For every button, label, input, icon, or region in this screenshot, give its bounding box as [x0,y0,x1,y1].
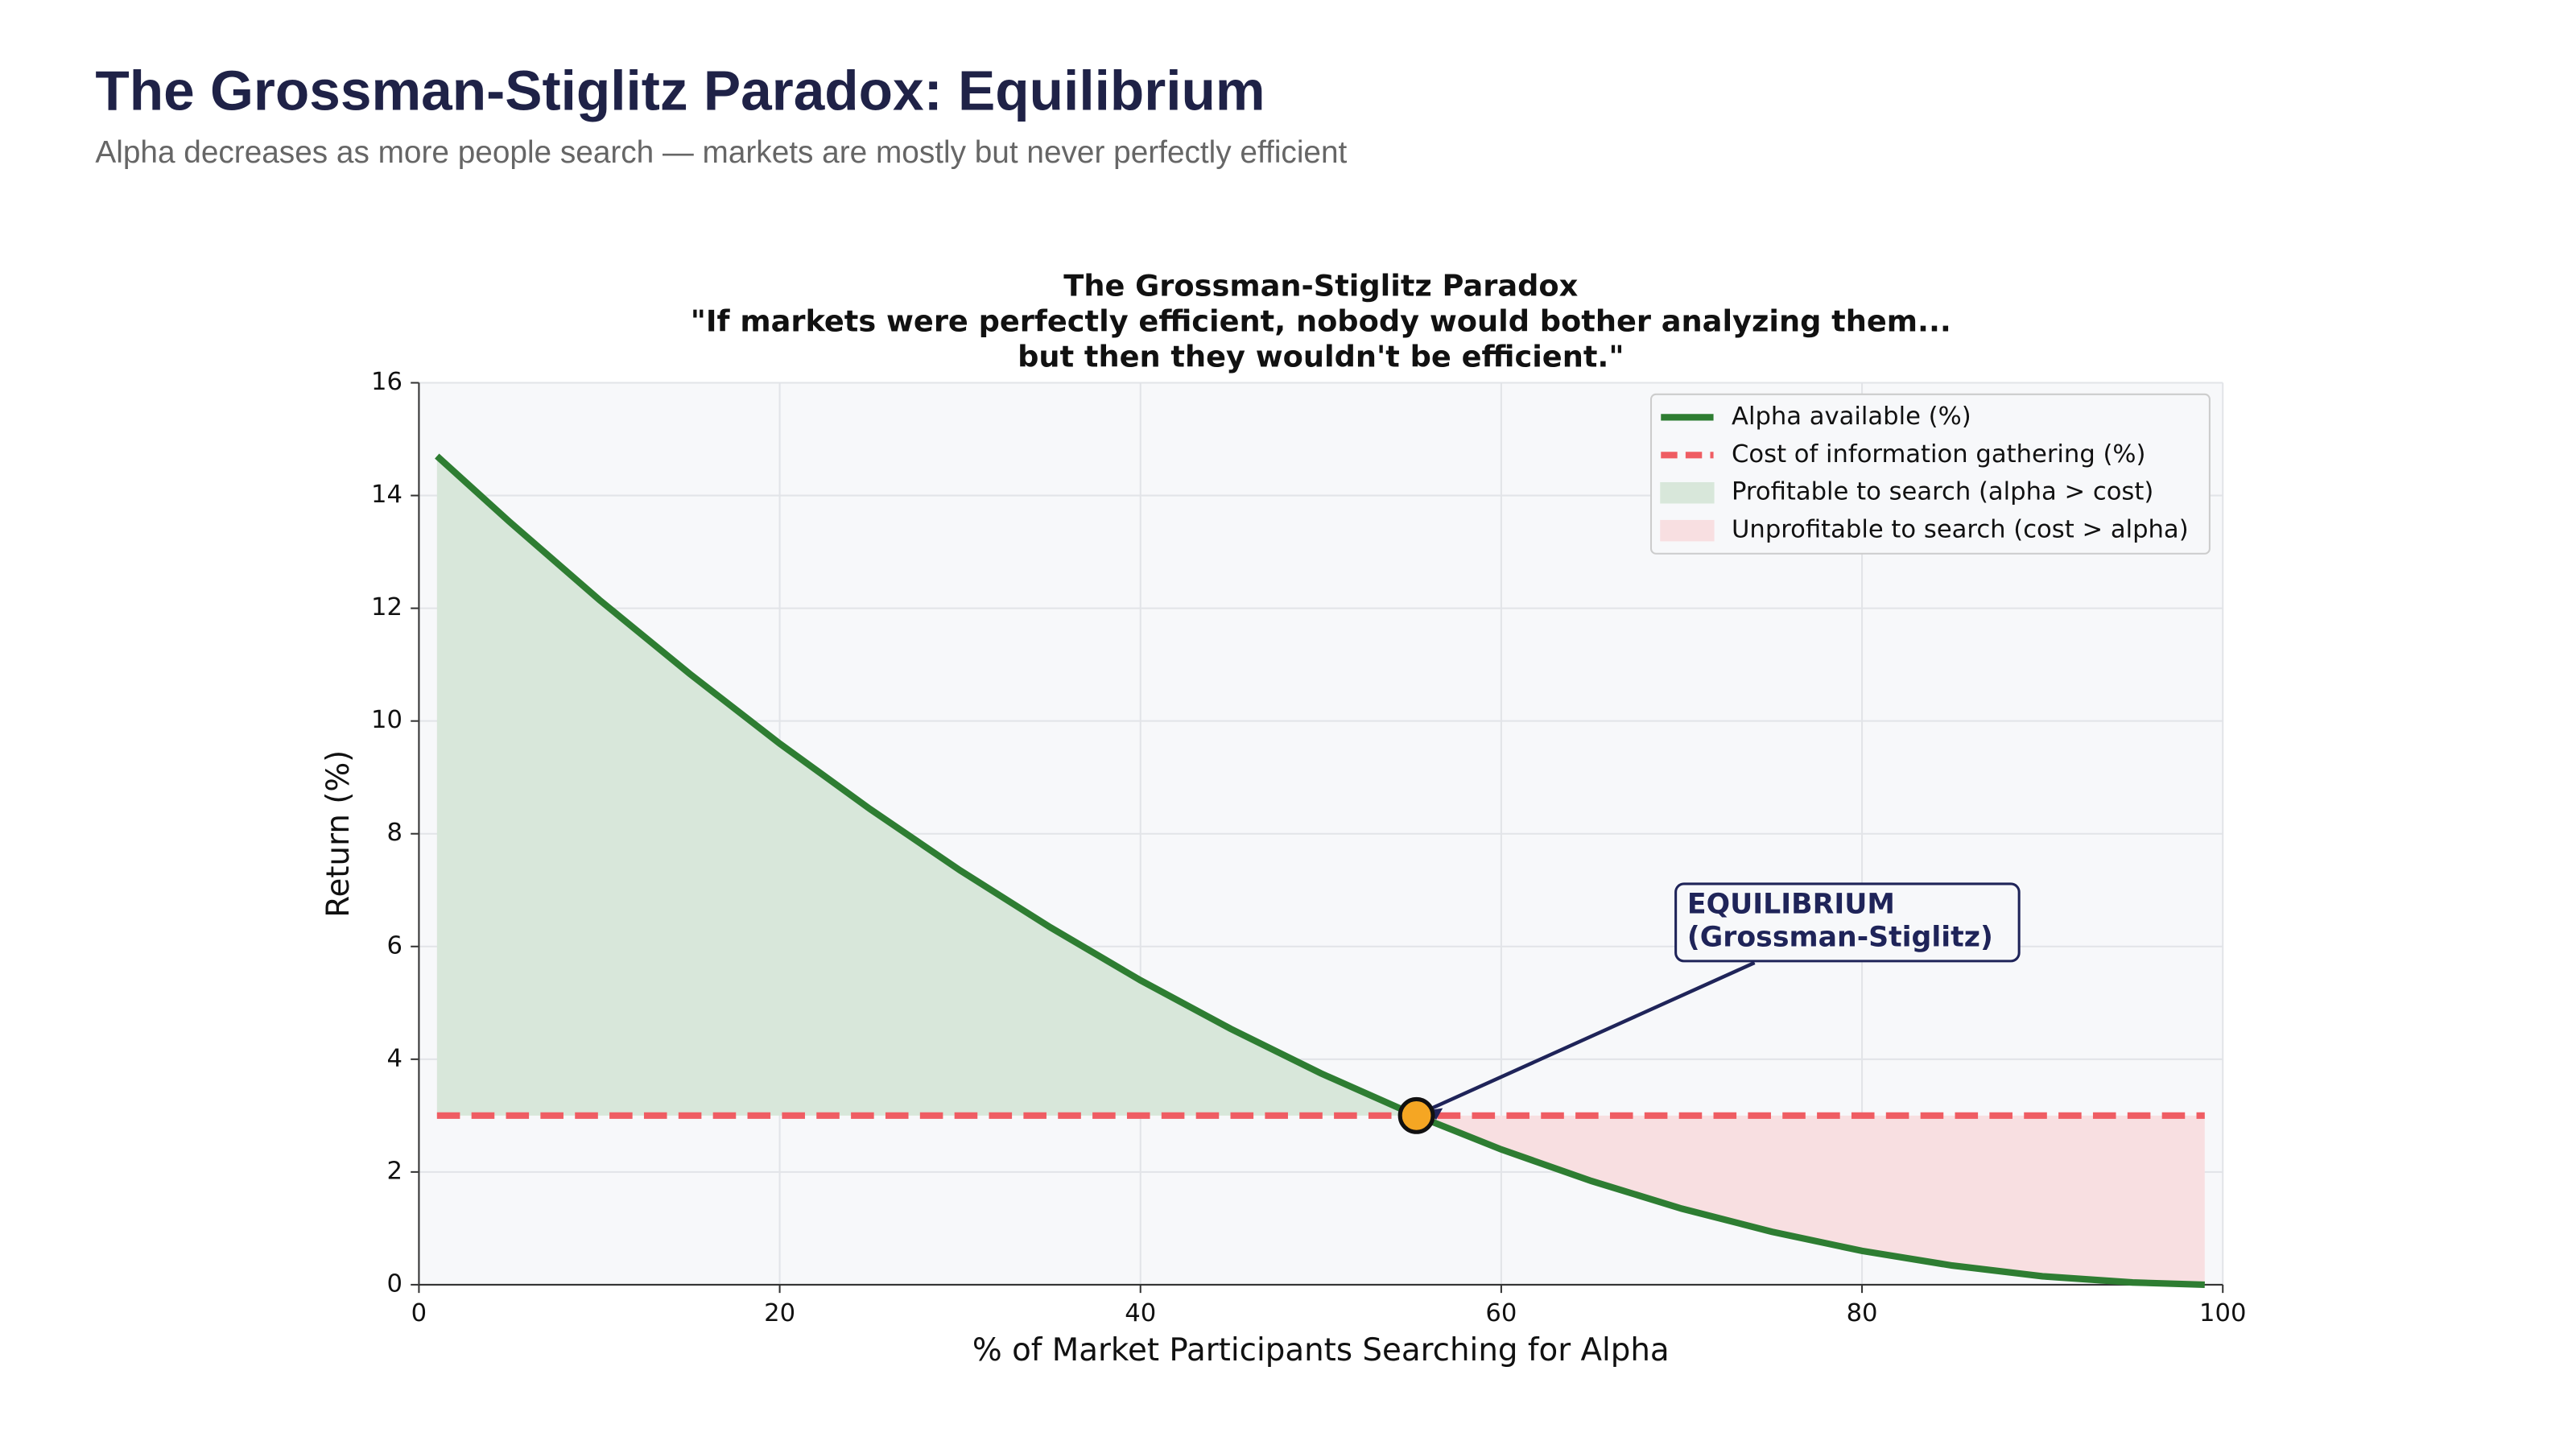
loss-area [1416,1115,2205,1285]
annotation-text: (Grossman-Stiglitz) [1687,921,1993,953]
profit-area [436,456,1417,1116]
y-axis-label: Return (%) [320,750,357,918]
y-tick-label: 10 [371,706,402,734]
x-tick-label: 80 [1847,1299,1878,1327]
legend-swatch [1660,481,1715,504]
y-tick-label: 14 [371,481,402,509]
x-tick-label: 0 [411,1299,427,1327]
x-tick-label: 40 [1125,1299,1156,1327]
legend-label: Alpha available (%) [1732,402,1971,431]
legend-label: Cost of information gathering (%) [1732,440,2145,469]
legend-box [1650,393,2211,555]
x-tick-label: 60 [1485,1299,1517,1327]
chart-title: The Grossman-Stiglitz Paradox [1063,269,1578,303]
y-tick-label: 6 [387,931,402,960]
y-tick-label: 0 [387,1269,402,1298]
page-subtitle: Alpha decreases as more people search — … [95,135,1347,170]
annotation-box [1674,882,2021,963]
legend-swatch [1660,519,1715,542]
annotation-text: EQUILIBRIUM [1687,888,1895,920]
y-tick-label: 8 [387,819,402,847]
y-tick-label: 4 [387,1044,402,1072]
equilibrium-point [1397,1096,1435,1134]
x-tick-label: 100 [2199,1299,2246,1327]
y-tick-label: 12 [371,593,402,621]
y-tick-label: 2 [387,1157,402,1185]
x-axis-label: % of Market Participants Searching for A… [972,1332,1670,1368]
legend-label: Unprofitable to search (cost > alpha) [1732,516,2189,544]
legend-label: Profitable to search (alpha > cost) [1732,478,2153,506]
x-tick-label: 20 [764,1299,795,1327]
chart-title: "If markets were perfectly efficient, no… [691,304,1951,339]
series-line [435,453,2205,1288]
annotation-arrow [1425,960,1756,1113]
chart-title: but then they wouldn't be efficient." [1018,339,1624,374]
y-tick-label: 16 [371,368,402,396]
page-title: The Grossman-Stiglitz Paradox: Equilibri… [95,60,1265,122]
